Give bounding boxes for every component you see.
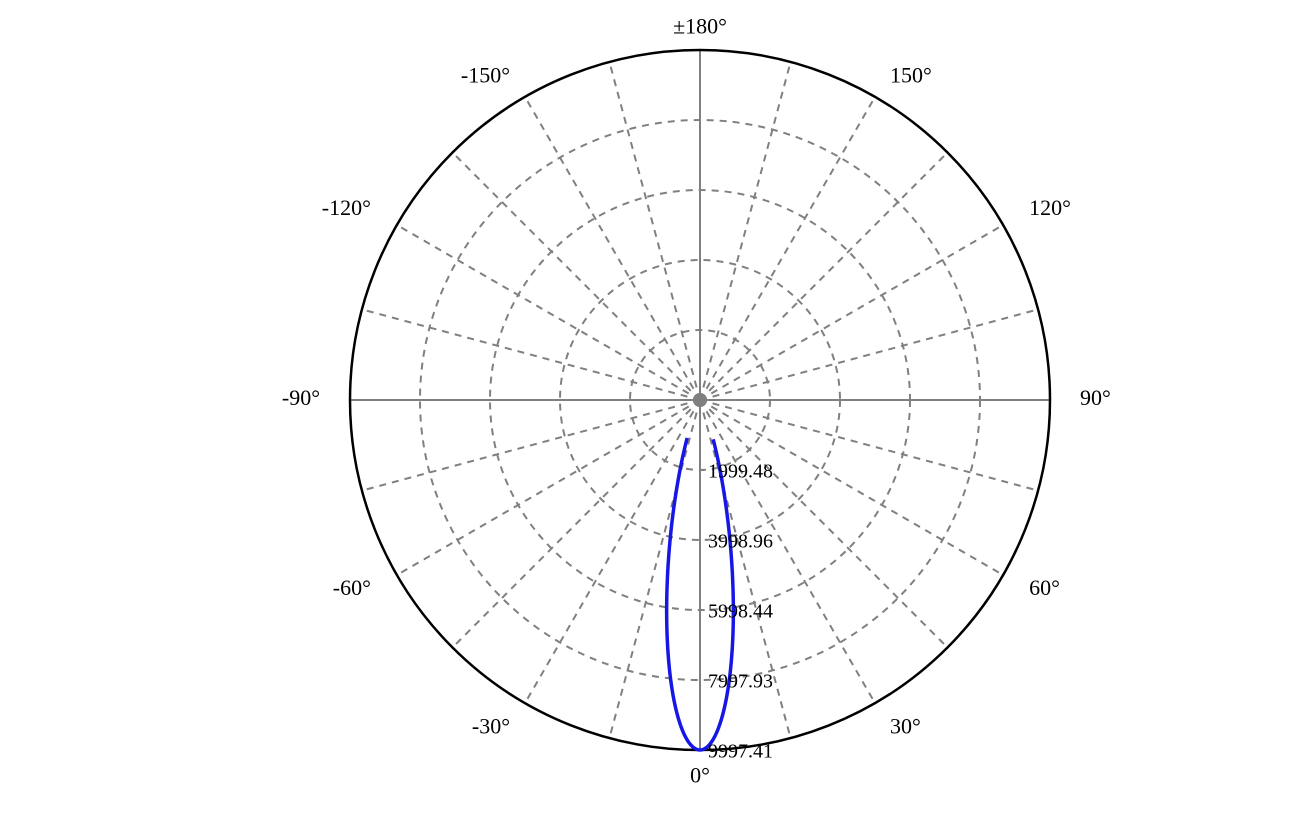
radial-label: 5998.44: [708, 601, 773, 623]
angle-label: -60°: [333, 575, 371, 600]
center-marker: [693, 393, 707, 407]
angle-label: 120°: [1029, 195, 1071, 220]
angle-label: 150°: [890, 63, 932, 88]
polar-chart: 0° 30° 60° 90° 120° 150° ±180° -150° -120° -90° -6…: [0, 0, 1310, 817]
angle-label: -120°: [322, 195, 371, 220]
angle-label: 0°: [690, 763, 710, 788]
angle-label: 30°: [890, 713, 921, 738]
angle-label: -90°: [282, 385, 320, 410]
radial-label: 7997.93: [708, 671, 773, 693]
polar-chart-svg: 0° 30° 60° 90° 120° 150° ±180° -150° -120° -90° -6…: [0, 0, 1310, 817]
angle-label: -30°: [472, 713, 510, 738]
angle-label: -150°: [461, 63, 510, 88]
angle-label: 90°: [1080, 385, 1111, 410]
angle-label: ±180°: [673, 14, 727, 39]
radial-label: 1999.48: [708, 461, 773, 483]
radial-label: 9997.41: [708, 741, 773, 763]
angle-label: 60°: [1029, 575, 1060, 600]
radial-label: 3998.96: [708, 531, 773, 553]
